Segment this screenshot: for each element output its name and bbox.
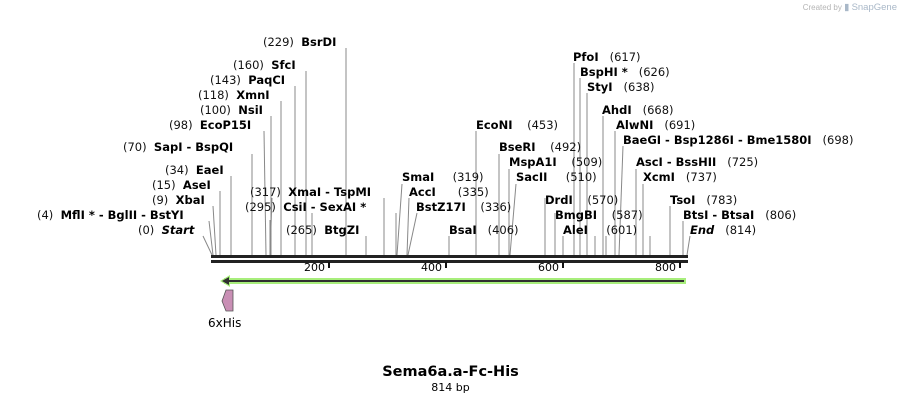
site-beseri[interactable]: BseRI (492): [499, 140, 582, 154]
site-bsrdi[interactable]: (229) BsrDI: [263, 35, 337, 49]
site-sfci[interactable]: (160) SfcI: [233, 58, 296, 72]
site-styi[interactable]: StyI (638): [587, 80, 655, 94]
ruler-label-400: 400: [421, 261, 442, 274]
snapgene-credit: Created by ▮ SnapGene: [803, 2, 897, 13]
ruler-label-800: 800: [655, 261, 676, 274]
6xhis-feature-shape[interactable]: [221, 289, 234, 312]
site-drdi[interactable]: DrdI (570): [545, 193, 619, 207]
site-start[interactable]: (0) Start: [138, 223, 195, 237]
site-csii-sexai[interactable]: (295) CsiI - SexAI *: [245, 200, 367, 214]
site-eaei[interactable]: (34) EaeI: [165, 163, 224, 177]
credit-prefix: Created by: [802, 3, 842, 12]
site-pfoi[interactable]: PfoI (617): [573, 50, 641, 64]
site-leader-lines: [202, 48, 691, 256]
site-btgzi[interactable]: (265) BtgZI: [286, 223, 360, 237]
site-asei[interactable]: (15) AseI: [152, 178, 211, 192]
ruler-ticks: [328, 262, 681, 268]
site-bsphi[interactable]: BspHI * (626): [580, 65, 670, 79]
credit-brand: SnapGene: [851, 2, 897, 13]
site-alwni[interactable]: AlwNI (691): [616, 118, 696, 132]
site-mfli-bglii-bstyi[interactable]: (4) MflI * - BglII - BstYI: [37, 208, 184, 222]
map-length: 814 bp: [431, 381, 470, 394]
site-xbai[interactable]: (9) XbaI: [152, 193, 205, 207]
site-xmni[interactable]: (118) XmnI: [198, 88, 270, 102]
site-ecop15i[interactable]: (98) EcoP15I: [169, 118, 252, 132]
site-end[interactable]: End (814): [690, 223, 757, 237]
site-econi[interactable]: EcoNI (453): [476, 118, 559, 132]
site-bsai[interactable]: BsaI (406): [449, 223, 519, 237]
site-baegi-bsp1286i-bme1580i[interactable]: BaeGI - Bsp1286I - Bme1580I (698): [623, 133, 854, 147]
site-nsii[interactable]: (100) NsiI: [200, 103, 263, 117]
site-smai[interactable]: SmaI (319): [402, 170, 484, 184]
map-title: Sema6a.a-Fc-His: [382, 364, 519, 380]
site-tsoi[interactable]: TsoI (783): [670, 193, 738, 207]
snapgene-logo-icon: ▮: [844, 2, 850, 13]
site-bstz17i[interactable]: BstZ17I (336): [416, 200, 512, 214]
ruler-label-600: 600: [538, 261, 559, 274]
site-mspa1i[interactable]: MspA1I (509): [509, 155, 603, 169]
site-bmgbi[interactable]: BmgBI (587): [555, 208, 643, 222]
site-asci-bsshii[interactable]: AscI - BssHII (725): [636, 155, 759, 169]
site-sapi-bspqi[interactable]: (70) SapI - BspQI: [123, 140, 234, 154]
site-btsi-btsai[interactable]: BtsI - BtsaI (806): [683, 208, 797, 222]
site-xcmi[interactable]: XcmI (737): [643, 170, 717, 184]
reverse-strand-arrow: [220, 275, 686, 287]
site-xmai-tspmi[interactable]: (317) XmaI - TspMI: [250, 185, 372, 199]
backbone-top-strand: [211, 255, 688, 258]
site-paqci[interactable]: (143) PaqCI: [210, 73, 286, 87]
backbone-bottom-strand: [211, 260, 688, 263]
ruler-label-200: 200: [304, 261, 325, 274]
site-alei[interactable]: AleI (601): [563, 223, 638, 237]
site-acci[interactable]: AccI (335): [409, 185, 489, 199]
site-sacii[interactable]: SacII (510): [516, 170, 597, 184]
feature-label-6xhis[interactable]: 6xHis: [208, 316, 242, 330]
site-ahdi[interactable]: AhdI (668): [602, 103, 674, 117]
